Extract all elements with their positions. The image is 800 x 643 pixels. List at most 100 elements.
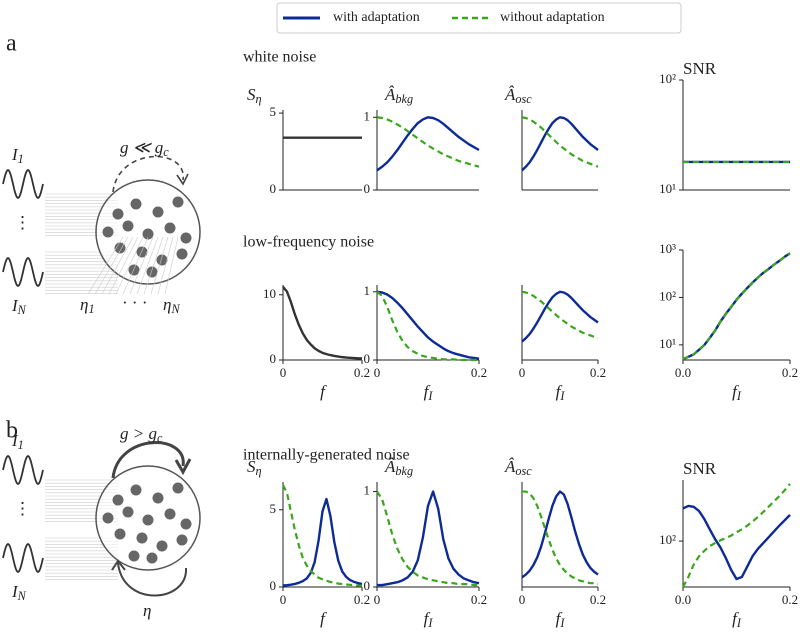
noise-line xyxy=(136,236,159,295)
neuron xyxy=(128,550,140,562)
series-line xyxy=(282,286,363,360)
noise-label-sub: 1 xyxy=(88,302,94,316)
panel-label: b xyxy=(6,418,18,444)
neuron xyxy=(142,514,154,526)
series-line xyxy=(682,483,791,588)
neuron xyxy=(164,508,176,520)
input-label-main: I xyxy=(11,582,19,601)
x-axis-label: fI xyxy=(556,609,566,630)
input-label-main: I xyxy=(11,431,19,450)
recurrent-arc xyxy=(111,441,185,479)
neuron xyxy=(180,232,192,244)
x-axis-label-sub: I xyxy=(559,389,565,403)
input-wave xyxy=(2,454,44,486)
y-tick-label: 10² xyxy=(659,532,676,547)
panel-title: Âosc xyxy=(504,457,532,478)
noise-line xyxy=(164,236,179,295)
noise-line xyxy=(143,236,164,295)
series-line xyxy=(521,116,599,172)
panel-title: Âosc xyxy=(504,85,532,106)
neuron xyxy=(122,220,134,232)
noise-label-sub: N xyxy=(170,302,180,316)
panel-title: Sη xyxy=(247,85,262,106)
coupling-label-sub: c xyxy=(163,145,169,159)
series-line xyxy=(282,497,363,587)
x-tick-label: 0.2 xyxy=(471,592,487,607)
coupling-label-sub: c xyxy=(157,431,163,445)
panel-title-main: Â xyxy=(504,85,516,104)
series-line xyxy=(521,290,599,343)
series-line xyxy=(376,290,479,362)
neuron xyxy=(136,246,148,258)
input-wave xyxy=(2,168,44,200)
panel-title: SNR xyxy=(683,59,717,78)
input-wave xyxy=(2,256,44,288)
input-label-main: I xyxy=(11,145,19,164)
legend-box xyxy=(276,2,682,34)
series-line xyxy=(682,504,791,581)
vdots: ⋮ xyxy=(14,499,31,518)
noise-line xyxy=(87,236,124,295)
panel-title: Âbkg xyxy=(384,85,413,106)
noise-label: ηN xyxy=(163,295,180,316)
y-tick-label: 10¹ xyxy=(659,336,676,351)
x-axis-label-sub: I xyxy=(736,389,742,403)
neuron xyxy=(130,198,142,210)
x-tick-label: 0.2 xyxy=(782,592,798,607)
neuron xyxy=(142,228,154,240)
neuron xyxy=(128,264,140,276)
input-wave xyxy=(2,542,44,574)
recurrent-arc xyxy=(112,155,184,193)
neuron xyxy=(180,518,192,530)
panel-title-sub: η xyxy=(256,92,262,106)
noise-line xyxy=(157,236,174,295)
input-label-sub: N xyxy=(17,303,27,317)
x-tick-label: 0.2 xyxy=(354,592,370,607)
x-tick-label: 0.2 xyxy=(471,365,487,380)
input-label-sub: 1 xyxy=(18,438,24,452)
panel-title-sub: bkg xyxy=(395,92,413,106)
input-label: IN xyxy=(11,296,27,317)
neuron xyxy=(102,226,114,238)
noise-line xyxy=(122,236,149,295)
y-tick-label: 10¹ xyxy=(659,181,676,196)
x-axis-label-sub: I xyxy=(559,616,565,630)
x-tick-label: 0 xyxy=(374,592,381,607)
coupling-label: g ≪ gc xyxy=(120,138,169,159)
noise-line xyxy=(94,236,129,295)
x-axis-label-sub: I xyxy=(736,616,742,630)
neuron xyxy=(136,532,148,544)
neuron xyxy=(164,222,176,234)
noise-arc xyxy=(117,562,188,597)
x-tick-label: 0 xyxy=(374,365,381,380)
neuron xyxy=(176,248,188,260)
noise-line xyxy=(129,236,154,295)
coupling-label: g > gc xyxy=(120,424,163,445)
x-tick-label: 0.2 xyxy=(590,365,606,380)
x-axis-label-main: f xyxy=(424,382,431,401)
input-label-sub: N xyxy=(17,589,27,603)
row-title: internally-generated noise xyxy=(243,447,410,464)
coupling-label-main: g > g xyxy=(120,424,157,443)
y-tick-label: 10² xyxy=(659,71,676,86)
input-label: IN xyxy=(11,582,27,603)
series-line xyxy=(376,290,480,360)
neuron xyxy=(156,254,168,266)
neuron xyxy=(114,242,126,254)
x-axis-label: f xyxy=(320,609,327,628)
legend-label: with adaptation xyxy=(333,10,420,25)
x-tick-label: 0 xyxy=(519,365,526,380)
y-tick-label: 1 xyxy=(364,283,371,298)
x-axis-label-main: f xyxy=(732,382,739,401)
x-axis-label: fI xyxy=(424,609,434,630)
x-tick-label: 0.2 xyxy=(354,365,370,380)
noise-label: η1 xyxy=(80,295,95,316)
x-tick-label: 0.0 xyxy=(675,592,691,607)
series-line xyxy=(521,116,599,168)
x-axis-label: fI xyxy=(424,382,434,403)
y-tick-label: 1 xyxy=(364,108,371,123)
y-tick-label: 5 xyxy=(270,104,277,119)
y-tick-label: 5 xyxy=(270,501,277,516)
panel-title-main: Â xyxy=(384,85,396,104)
neuron xyxy=(112,208,124,220)
